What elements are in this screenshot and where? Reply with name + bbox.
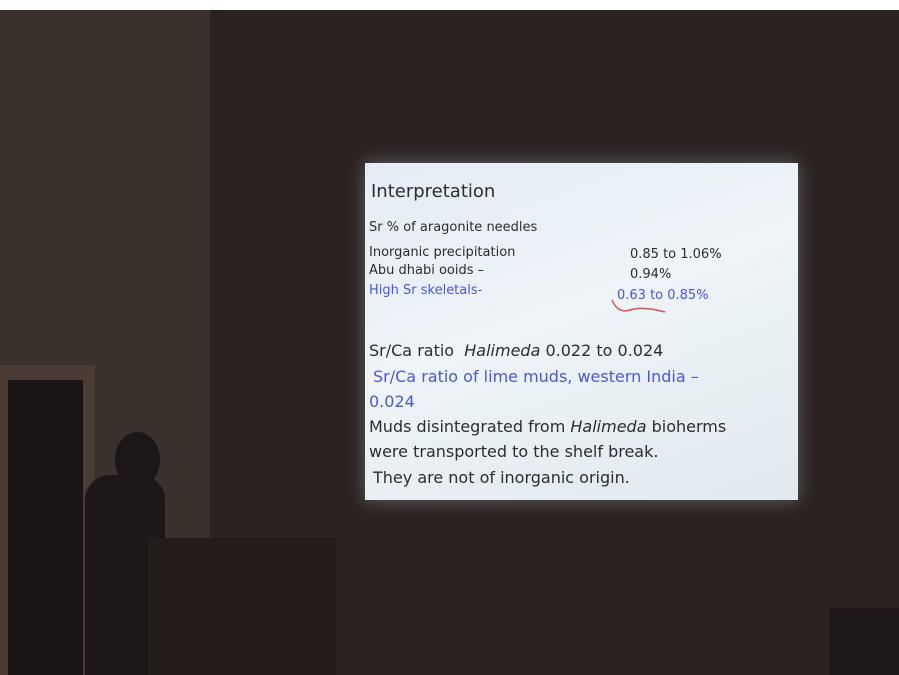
projected-slide: Interpretation Sr % of aragonite needles…: [365, 163, 798, 500]
conclusion-line: Muds disintegrated from Halimeda bioherm…: [369, 417, 726, 436]
ratio-value: 0.022 to 0.024: [545, 341, 663, 360]
pen-mark: [610, 298, 670, 318]
heading: Sr % of aragonite needles: [369, 220, 537, 235]
lime-muds: 0.024: [369, 392, 415, 411]
ratio-label: Sr/Ca ratio: [369, 341, 454, 360]
row-label: High Sr skeletals-: [369, 283, 482, 298]
row-label: Inorganic precipitation: [369, 245, 515, 260]
chair: [830, 608, 899, 675]
podium: [148, 538, 336, 675]
lime-muds: Sr/Ca ratio of lime muds, western India …: [373, 367, 699, 386]
doorway: [8, 380, 83, 675]
conclusion-line: were transported to the shelf break.: [369, 442, 658, 461]
row-value: 0.94%: [630, 267, 671, 282]
top-border: [0, 0, 899, 10]
conclusion-line: They are not of inorganic origin.: [373, 468, 630, 487]
conclusion-taxon: Halimeda: [570, 417, 646, 436]
conclusion-text: Muds disintegrated from: [369, 417, 565, 436]
ratio-line: Sr/Ca ratio Halimeda 0.022 to 0.024: [369, 341, 663, 360]
conclusion-text: bioherms: [652, 417, 727, 436]
photo: Interpretation Sr % of aragonite needles…: [0, 0, 899, 675]
ratio-taxon: Halimeda: [464, 341, 540, 360]
row-value: 0.85 to 1.06%: [630, 247, 722, 262]
slide-title: Interpretation: [371, 181, 495, 202]
row-label: Abu dhabi ooids –: [369, 263, 484, 278]
